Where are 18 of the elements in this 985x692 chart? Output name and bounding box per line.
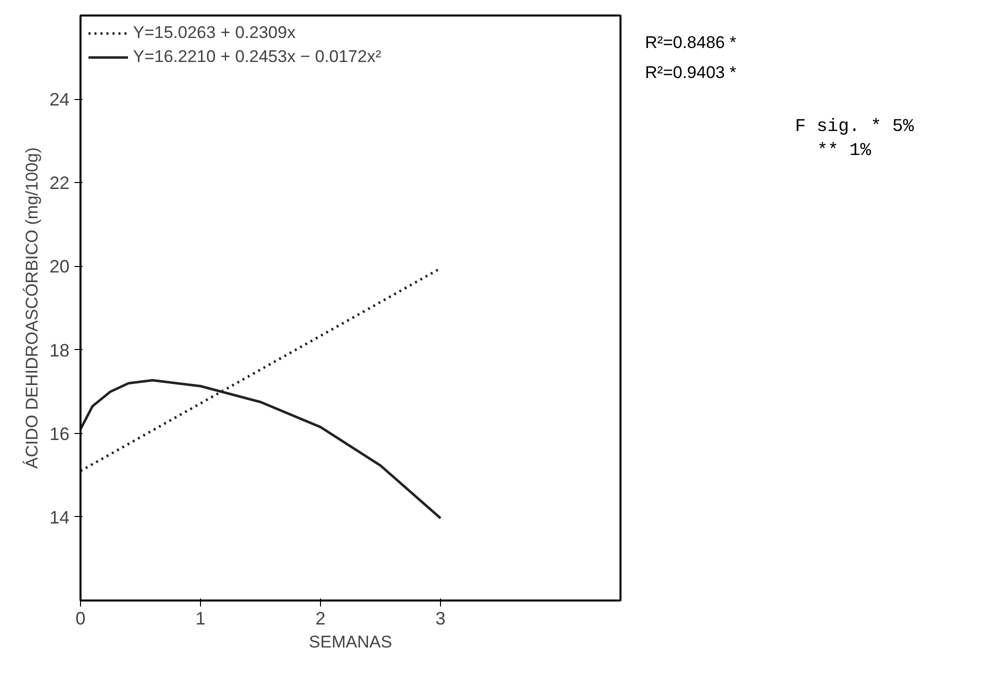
y-tick-label: 20 [49,256,70,277]
x-tick-label: 1 [195,608,206,628]
x-tick-label: 2 [315,608,326,628]
legend-label: Y=16.2210 + 0.2453x − 0.0172x² [133,47,382,67]
y-tick-label: 14 [49,507,70,528]
x-tick-label: 0 [75,608,86,628]
text: F sig. * 5% [795,116,914,139]
x-axis-title: SEMANAS [308,632,392,652]
y-axis-title: ÁCIDO DEHIDROASCÓRBICO (mg/100g) [22,147,42,469]
text: R²=0.8486 * [645,32,736,54]
x-tick-label: 3 [435,608,446,628]
y-tick-label: 16 [49,424,70,444]
text: ** 1% [817,140,872,163]
y-tick-label: 24 [49,90,70,110]
text: R²=0.9403 * [645,62,736,84]
y-tick-label: 22 [49,173,70,194]
y-tick-label: 18 [49,340,70,360]
legend-label: Y=15.0263 + 0.2309x [133,23,296,43]
